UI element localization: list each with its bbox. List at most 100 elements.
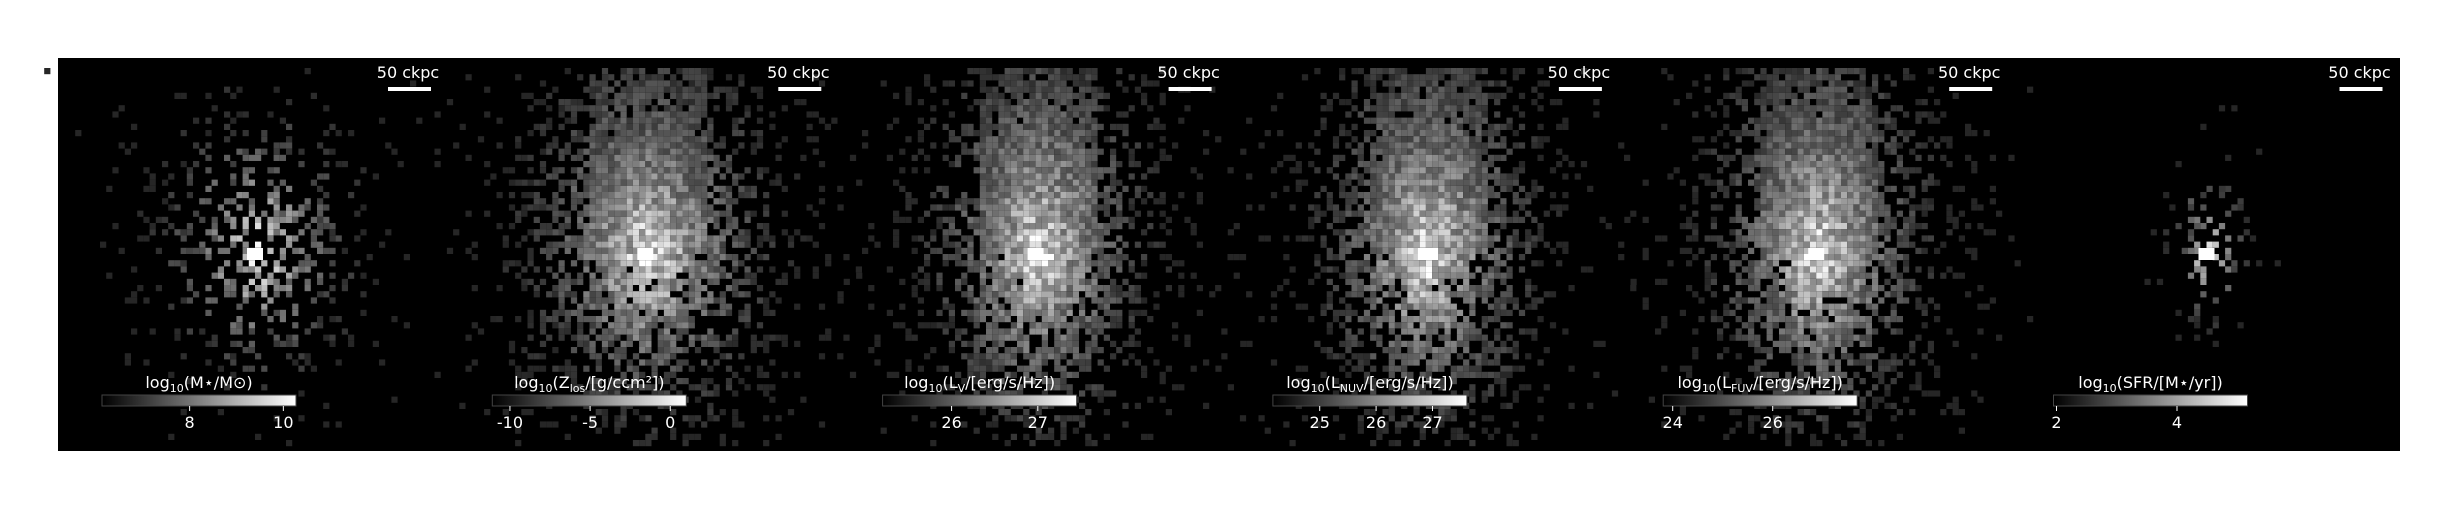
pixel [187,297,193,303]
pixel [181,161,187,167]
pixel [143,167,149,173]
pixel [1364,118,1370,124]
pixel [1445,235,1451,241]
pixel [1042,322,1048,328]
pixel [645,440,651,446]
pixel [1519,204,1525,210]
pixel [1469,68,1475,74]
pixel [274,192,280,198]
pixel [528,204,534,210]
pixel [1463,316,1469,322]
pixel [1395,347,1401,353]
pixel [1463,273,1469,279]
pixel [974,428,980,434]
pixel [484,111,490,117]
pixel [652,217,658,223]
pixel [614,130,620,136]
pixel [936,310,942,316]
pixel [627,204,633,210]
core [1418,248,1434,260]
pixel [1451,111,1457,117]
pixel [1228,384,1234,390]
pixel [1407,341,1413,347]
pixel [1029,130,1035,136]
pixel [1048,93,1054,99]
pixel [992,366,998,372]
pixel [552,248,558,254]
pixel [596,316,602,322]
pixel [627,211,633,217]
pixel [1661,279,1667,285]
pixel [1060,204,1066,210]
pixel [1290,204,1296,210]
pixel [714,87,720,93]
pixel [267,279,273,285]
pixel [1507,273,1513,279]
pixel [1085,291,1091,297]
pixel [1073,248,1079,254]
pixel [1091,242,1097,248]
pixel [311,242,317,248]
pixel [1060,155,1066,161]
pixel [1494,204,1500,210]
pixel [658,341,664,347]
pixel [243,285,249,291]
pixel [1476,99,1482,105]
pixel [652,124,658,130]
pixel [1060,248,1066,254]
pixel [998,118,1004,124]
pixel [1091,291,1097,297]
pixel [819,118,825,124]
pixel [249,341,255,347]
pixel [1191,273,1197,279]
pixel [1085,111,1091,117]
pixel [305,359,311,365]
pixel [590,142,596,148]
pixel [1414,266,1420,272]
label-part: /[erg/s/Hz]) [965,373,1055,392]
pixel [1469,397,1475,403]
pixel [1395,322,1401,328]
pixel [571,180,577,186]
pixel [695,229,701,235]
pixel [286,440,292,446]
label-part: /[g/ccm²]) [585,373,664,392]
pixel [738,229,744,235]
pixel [230,93,236,99]
pixel [1042,297,1048,303]
pixel [701,204,707,210]
pixel [1067,242,1073,248]
pixel [1407,87,1413,93]
pixel [1469,180,1475,186]
pixel [813,136,819,142]
pixel [652,80,658,86]
pixel [614,297,620,303]
pixel [608,180,614,186]
pixel [714,341,720,347]
pixel [1463,93,1469,99]
pixel [1104,204,1110,210]
pixel [633,167,639,173]
pixel [670,136,676,142]
pixel [1420,291,1426,297]
pixel [565,279,571,285]
pixel [199,328,205,334]
pixel [627,161,633,167]
pixel [590,291,596,297]
pixel [1048,434,1054,440]
pixel [837,186,843,192]
pixel [1364,80,1370,86]
pixel [757,93,763,99]
pixel [1383,273,1389,279]
pixel [267,167,273,173]
pixel [1420,173,1426,179]
pixel [602,229,608,235]
pixel [1562,204,1568,210]
pixel [751,335,757,341]
pixel [1246,341,1252,347]
pixel [1036,105,1042,111]
pixel [1358,415,1364,421]
pixel [794,99,800,105]
pixel [1017,229,1023,235]
pixel [534,124,540,130]
